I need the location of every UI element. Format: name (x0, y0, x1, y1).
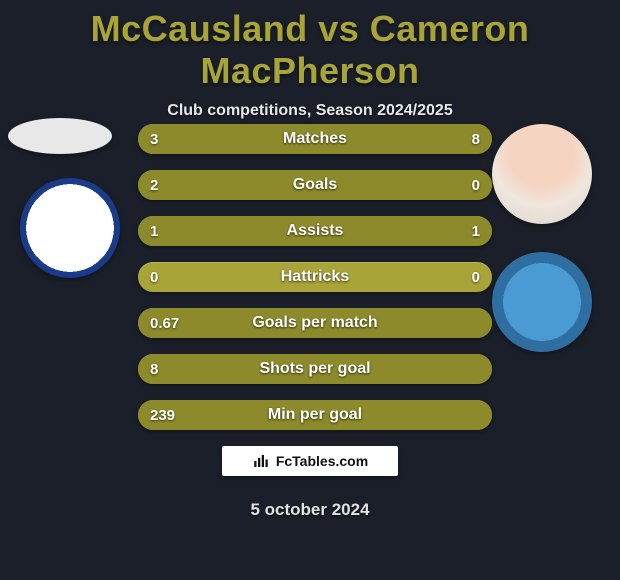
page-title: McCausland vs Cameron MacPherson (0, 0, 620, 92)
stat-bars: 38Matches20Goals11Assists00Hattricks0.67… (138, 124, 492, 446)
stat-value-left: 1 (150, 216, 158, 246)
stat-fill-left (138, 354, 492, 384)
watermark-text: FcTables.com (276, 453, 368, 469)
stat-value-right: 8 (472, 124, 480, 154)
stat-fill-left (138, 170, 492, 200)
stat-value-left: 3 (150, 124, 158, 154)
stat-bar: 0 0Hattricks (138, 262, 492, 292)
stat-fill-left (138, 216, 315, 246)
stat-fill-right (315, 216, 492, 246)
stat-bar: 8Shots per goal (138, 354, 492, 384)
stat-fill-left (138, 400, 492, 430)
stat-value-right: 0 (472, 262, 480, 292)
subtitle: Club competitions, Season 2024/2025 (0, 102, 620, 120)
stat-bar: 239Min per goal (138, 400, 492, 430)
stat-value-left: 8 (150, 354, 158, 384)
stat-fill-left (138, 308, 492, 338)
stat-value-right: 0 (472, 170, 480, 200)
stat-bar: 11Assists (138, 216, 492, 246)
stat-value-left: 2 (150, 170, 158, 200)
stat-value-left: 239 (150, 400, 175, 430)
stat-bar: 20Goals (138, 170, 492, 200)
stat-value-left: 0.67 (150, 308, 179, 338)
club-left-crest (20, 178, 120, 278)
stat-value-left: 0 (150, 262, 158, 292)
stat-value-right: 1 (472, 216, 480, 246)
date-label: 5 october 2024 (0, 500, 620, 520)
stat-fill-right (234, 124, 492, 154)
player-left-avatar (8, 118, 112, 154)
player-right-avatar (492, 124, 592, 224)
watermark: FcTables.com (222, 446, 398, 476)
chart-icon (252, 452, 270, 470)
stat-label: Hattricks (138, 262, 492, 292)
club-right-crest (492, 252, 592, 352)
stat-bar: 38Matches (138, 124, 492, 154)
stat-bar: 0.67Goals per match (138, 308, 492, 338)
